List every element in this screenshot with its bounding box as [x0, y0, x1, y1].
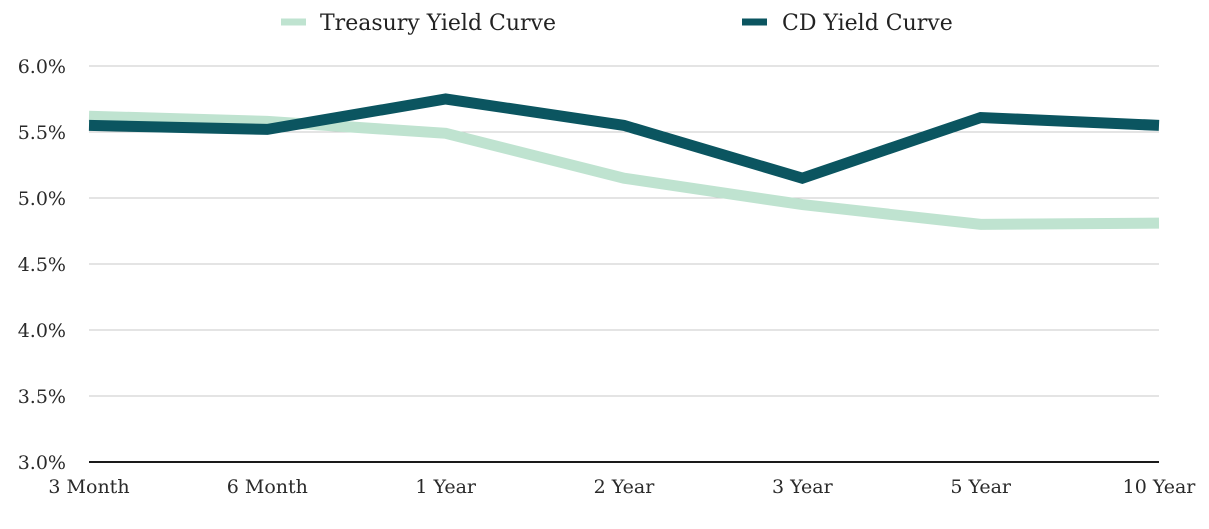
x-tick-label: 10 Year: [1123, 476, 1197, 498]
x-tick-label: 3 Year: [772, 476, 834, 498]
y-tick-label: 4.5%: [18, 254, 66, 276]
y-tick-label: 6.0%: [18, 56, 66, 78]
series-lines: [88, 93, 1160, 230]
x-tick-label: 1 Year: [415, 476, 477, 498]
legend-label: Treasury Yield Curve: [320, 11, 556, 36]
legend: Treasury Yield Curve CD Yield Curve: [281, 11, 953, 36]
legend-label: CD Yield Curve: [782, 11, 953, 36]
x-tick-label: 6 Month: [227, 476, 308, 498]
y-tick-label: 3.5%: [18, 386, 66, 408]
series-line-treasury: [88, 110, 1160, 230]
y-tick-label: 3.0%: [18, 452, 66, 474]
x-tick-label: 5 Year: [950, 476, 1012, 498]
y-tick-label: 5.0%: [18, 188, 66, 210]
series-line-cd: [88, 93, 1160, 184]
axes: 6.0% 5.5% 5.0% 4.5% 4.0% 3.5% 3.0%3 Month 6 Mon…: [18, 56, 1197, 498]
y-tick-label: 5.5%: [18, 122, 66, 144]
x-tick-label: 2 Year: [594, 476, 656, 498]
y-tick-label: 4.0%: [18, 320, 66, 342]
x-tick-label: 3 Month: [48, 476, 129, 498]
